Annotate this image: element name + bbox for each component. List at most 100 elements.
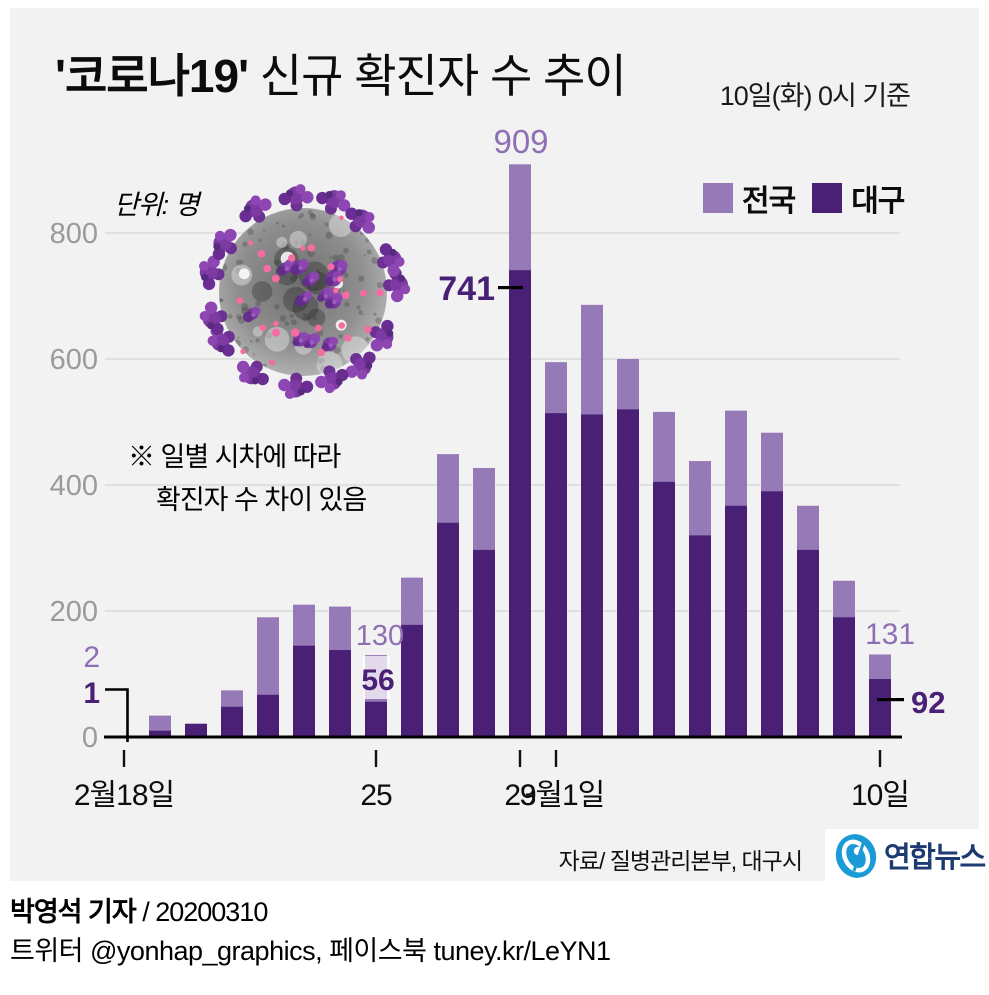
virus-pink-dot bbox=[240, 348, 246, 355]
virus-face-spike bbox=[242, 306, 261, 323]
virus-pink-dot bbox=[337, 276, 344, 283]
virus-pink-dot bbox=[344, 334, 352, 342]
page-title: '코로나19' 신규 확진자 수 추이 bbox=[55, 40, 627, 106]
bar-daegu-3월9일 bbox=[833, 617, 855, 737]
virus-pink-dot bbox=[317, 348, 325, 357]
x-tick-29 bbox=[518, 750, 522, 767]
virus-pink-dot bbox=[269, 359, 275, 366]
virus-spike bbox=[376, 243, 405, 277]
virus-face-spike bbox=[302, 271, 320, 287]
virus-spike bbox=[199, 301, 228, 336]
virus-pink-dot bbox=[338, 322, 346, 329]
title-highlight: '코로나19' bbox=[55, 50, 249, 102]
legend-label-daegu: 대구 bbox=[851, 185, 905, 218]
bar-daegu-3월6일 bbox=[725, 505, 747, 737]
virus-pink-dot bbox=[236, 297, 244, 305]
virus-spike bbox=[315, 365, 349, 394]
virus-pink-dot bbox=[273, 320, 279, 327]
bar-daegu-3월1일 bbox=[545, 413, 567, 737]
bar-daegu-3월3일 bbox=[617, 409, 639, 737]
yonhap-logo-text: 연합뉴스 bbox=[884, 842, 986, 874]
virus-pink-dot bbox=[257, 249, 266, 258]
x-tick-label-10일: 10일 bbox=[851, 779, 909, 812]
x-tick-3월1일 bbox=[554, 750, 558, 767]
virus-spike bbox=[239, 195, 272, 223]
yonhap-logo-icon bbox=[835, 834, 877, 878]
x-tick-2월18일 bbox=[122, 750, 126, 767]
annotation-daegu-1: 1 bbox=[83, 677, 100, 710]
virus-pink-dot bbox=[333, 287, 339, 294]
virus-spike bbox=[383, 267, 411, 303]
title-rest: 신규 확진자 수 추이 bbox=[248, 50, 627, 102]
virus-pink-dot bbox=[271, 328, 281, 337]
y-tick-label-400: 400 bbox=[50, 470, 98, 502]
virus-pink-dot bbox=[360, 289, 367, 297]
annotation-total-2: 2 bbox=[83, 641, 100, 674]
bar-daegu-2월22일 bbox=[257, 694, 279, 737]
legend-swatch-daegu bbox=[812, 183, 843, 213]
virus-pink-dot bbox=[376, 288, 384, 297]
annotation-daegu-92: 92 bbox=[911, 685, 945, 720]
virus-pink-dot bbox=[300, 245, 306, 251]
bar-daegu-2월21일 bbox=[221, 706, 243, 737]
virus-pink-dot bbox=[291, 328, 300, 337]
annotation-daegu-56: 56 bbox=[361, 664, 394, 697]
virus-spike bbox=[278, 372, 314, 400]
legend: 전국 대구 bbox=[703, 183, 905, 218]
virus-pink-dot bbox=[271, 274, 280, 283]
y-tick-label-200: 200 bbox=[50, 596, 98, 628]
virus-pink-dot bbox=[339, 215, 344, 221]
credit-byline: 박영석 기자 / 20200310 bbox=[10, 890, 268, 929]
virus-spike bbox=[345, 351, 376, 380]
source-note: 자료/ 질병관리본부, 대구시 bbox=[558, 848, 803, 874]
bar-daegu-2월27일 bbox=[437, 522, 459, 737]
virus-pink-dot bbox=[307, 244, 316, 252]
annotation-total-130: 130 bbox=[356, 620, 404, 652]
virus-pink-dot bbox=[364, 325, 372, 334]
virus-spike bbox=[345, 207, 375, 234]
yonhap-logo: 연합뉴스 bbox=[825, 829, 987, 881]
annotation-total-909: 909 bbox=[493, 123, 548, 160]
as-of-date: 10일(화) 0시 기준 bbox=[719, 81, 911, 111]
bar-daegu-3월7일 bbox=[761, 491, 783, 737]
bar-daegu-3월4일 bbox=[653, 481, 675, 737]
credit-date: / 20200310 bbox=[135, 897, 268, 927]
annotation-leader-741 bbox=[498, 286, 523, 290]
x-tick-label-2월18일: 2월18일 bbox=[74, 779, 174, 812]
x-axis-line bbox=[104, 735, 902, 739]
virus-face-spike bbox=[324, 292, 343, 309]
bar-daegu-2월20일 bbox=[185, 723, 207, 737]
coronavirus-illustration bbox=[199, 184, 411, 400]
annotation-plate bbox=[363, 656, 390, 699]
footnote-line2: 확진자 수 차이 있음 bbox=[156, 485, 367, 515]
virus-spike bbox=[199, 255, 225, 291]
bar-daegu-3월2일 bbox=[581, 414, 603, 737]
annotation-total-131: 131 bbox=[865, 618, 915, 651]
bar-daegu-2월25일 bbox=[365, 701, 387, 737]
virus-pink-dot bbox=[287, 254, 296, 262]
footnote-line1: ※ 일별 시차에 따라 bbox=[128, 442, 341, 472]
credit-reporter: 박영석 기자 bbox=[10, 897, 137, 927]
bar-daegu-2월24일 bbox=[329, 650, 351, 737]
legend-label-nationwide: 전국 bbox=[742, 185, 796, 218]
bar-daegu-2월29일 bbox=[509, 270, 531, 737]
annotation-daegu-741: 741 bbox=[438, 270, 495, 308]
x-tick-10일 bbox=[878, 750, 882, 767]
bar-daegu-3월8일 bbox=[797, 549, 819, 737]
virus-spike bbox=[212, 228, 237, 261]
y-tick-label-600: 600 bbox=[50, 344, 98, 376]
virus-pink-dot bbox=[263, 264, 272, 273]
virus-spike bbox=[369, 319, 394, 352]
legend-swatch-nationwide bbox=[703, 183, 733, 213]
virus-pink-dot bbox=[314, 324, 322, 332]
annotation-bracket bbox=[105, 688, 129, 742]
virus-pink-dot bbox=[248, 240, 254, 246]
x-tick-label-25: 25 bbox=[360, 779, 392, 812]
footnote: ※ 일별 시차에 따라 확진자 수 차이 있음 bbox=[128, 436, 367, 522]
x-tick-25 bbox=[374, 750, 378, 767]
annotation-leader-92 bbox=[877, 698, 904, 702]
bar-daegu-3월10일 bbox=[869, 679, 891, 737]
virus-pink-dot bbox=[259, 324, 267, 332]
